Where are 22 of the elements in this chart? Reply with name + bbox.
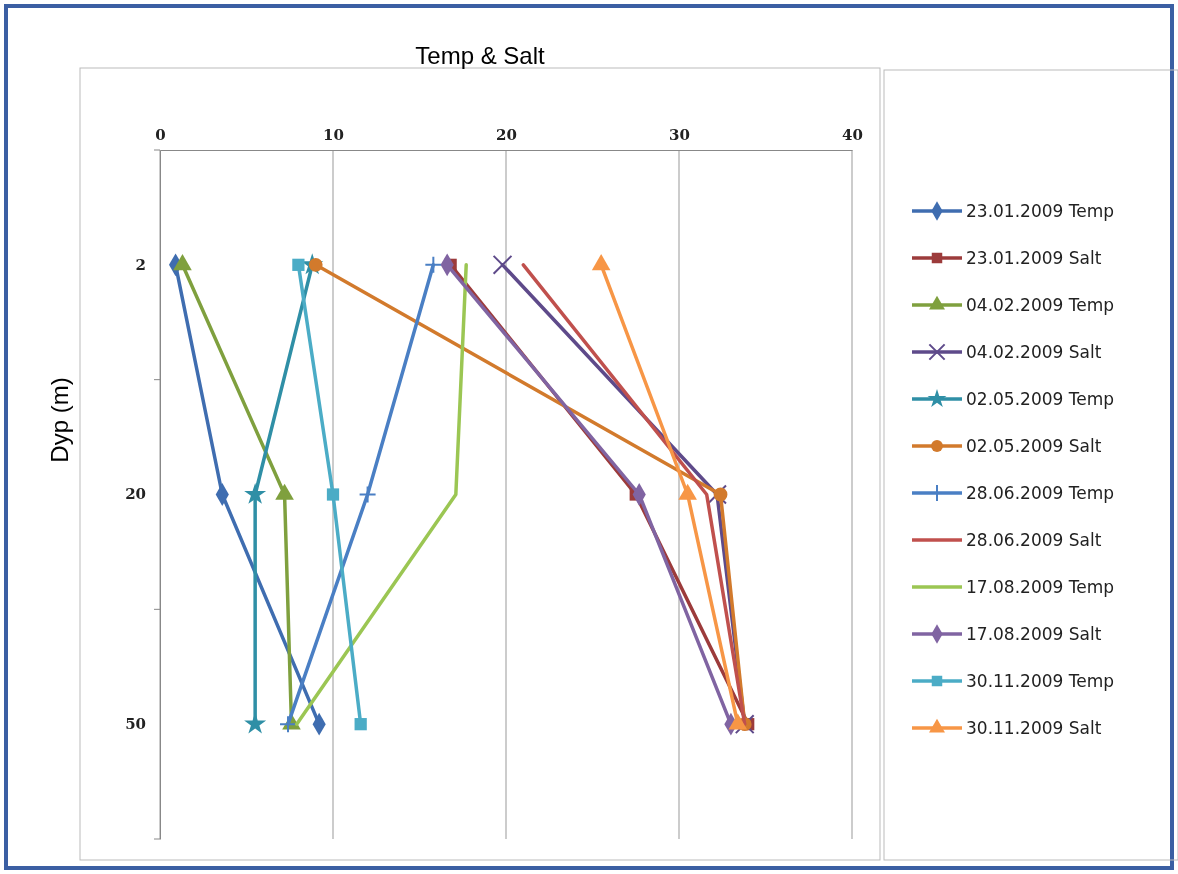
legend-label: 28.06.2009 Temp <box>966 483 1115 503</box>
legend-label: 04.02.2009 Temp <box>966 295 1115 315</box>
legend-label: 23.01.2009 Salt <box>966 248 1102 268</box>
legend-label: 17.08.2009 Salt <box>966 624 1102 644</box>
y-axis-title: Dyp (m) <box>46 377 73 463</box>
y-tick-label: 2 <box>135 255 146 274</box>
legend-label: 30.11.2009 Salt <box>966 718 1102 738</box>
x-tick-label: 0 <box>155 126 166 144</box>
x-tick-label: 30 <box>669 126 690 144</box>
legend-label: 28.06.2009 Salt <box>966 530 1102 550</box>
legend-label: 30.11.2009 Temp <box>966 671 1115 691</box>
y-tick-label: 20 <box>125 485 146 504</box>
legend-label: 02.05.2009 Temp <box>966 389 1115 409</box>
y-tick-label: 50 <box>125 714 146 733</box>
legend-label: 04.02.2009 Salt <box>966 342 1102 362</box>
x-tick-label: 40 <box>842 126 863 144</box>
legend-label: 23.01.2009 Temp <box>966 201 1115 221</box>
x-tick-label: 10 <box>323 126 344 144</box>
legend-label: 02.05.2009 Salt <box>966 436 1102 456</box>
chart-title: Temp & Salt <box>415 42 546 69</box>
x-tick-label: 20 <box>496 126 517 144</box>
legend-label: 17.08.2009 Temp <box>966 577 1115 597</box>
